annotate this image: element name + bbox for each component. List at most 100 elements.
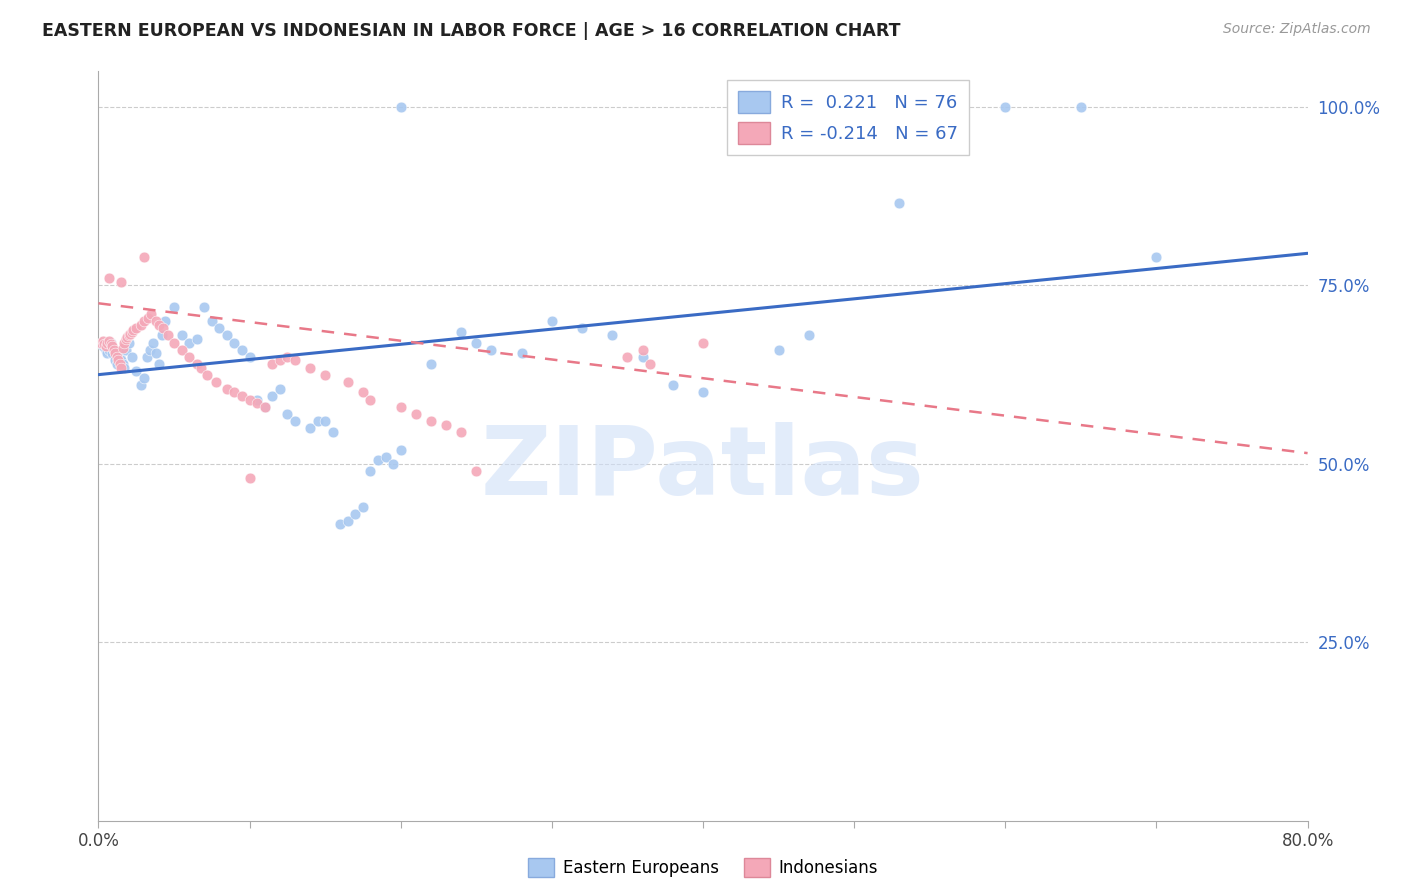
Point — [170, 328, 193, 343]
Point — [276, 350, 298, 364]
Point — [246, 396, 269, 410]
Point — [145, 346, 167, 360]
Point — [239, 350, 262, 364]
Point — [276, 407, 298, 421]
Point — [389, 400, 412, 414]
Point — [616, 350, 638, 364]
Point — [103, 343, 125, 357]
Text: EASTERN EUROPEAN VS INDONESIAN IN LABOR FORCE | AGE > 16 CORRELATION CHART: EASTERN EUROPEAN VS INDONESIAN IN LABOR … — [42, 22, 901, 40]
Point — [360, 464, 382, 478]
Point — [108, 357, 131, 371]
Point — [121, 325, 143, 339]
Point — [307, 414, 329, 428]
Point — [299, 360, 322, 375]
Point — [389, 100, 412, 114]
Point — [132, 371, 155, 385]
Point — [253, 400, 276, 414]
Point — [269, 382, 291, 396]
Point — [269, 353, 291, 368]
Point — [100, 335, 122, 350]
Point — [118, 328, 141, 343]
Point — [336, 514, 359, 528]
Point — [336, 375, 359, 389]
Text: ZIPatlas: ZIPatlas — [481, 422, 925, 515]
Point — [284, 353, 307, 368]
Point — [420, 414, 443, 428]
Point — [114, 332, 136, 346]
Legend: Eastern Europeans, Indonesians: Eastern Europeans, Indonesians — [522, 851, 884, 884]
Point — [692, 335, 714, 350]
Point — [571, 321, 593, 335]
Point — [110, 353, 132, 368]
Point — [112, 360, 135, 375]
Point — [465, 335, 488, 350]
Point — [382, 457, 405, 471]
Point — [142, 335, 165, 350]
Point — [115, 330, 138, 344]
Point — [540, 314, 562, 328]
Point — [224, 335, 246, 350]
Point — [239, 471, 262, 485]
Point — [329, 517, 352, 532]
Point — [262, 389, 284, 403]
Point — [510, 346, 533, 360]
Point — [110, 360, 132, 375]
Point — [108, 350, 131, 364]
Point — [314, 414, 336, 428]
Point — [661, 378, 683, 392]
Point — [104, 346, 127, 360]
Point — [186, 332, 208, 346]
Point — [129, 378, 152, 392]
Legend: R =  0.221   N = 76, R = -0.214   N = 67: R = 0.221 N = 76, R = -0.214 N = 67 — [727, 80, 969, 155]
Point — [352, 500, 374, 514]
Point — [1070, 100, 1092, 114]
Point — [96, 335, 118, 350]
Point — [111, 341, 134, 355]
Point — [420, 357, 443, 371]
Point — [631, 343, 654, 357]
Point — [135, 350, 157, 364]
Point — [768, 343, 790, 357]
Point — [231, 343, 253, 357]
Point — [107, 353, 129, 368]
Point — [94, 343, 117, 357]
Point — [631, 350, 654, 364]
Point — [179, 350, 201, 364]
Point — [195, 368, 218, 382]
Point — [120, 326, 142, 341]
Point — [208, 321, 231, 335]
Point — [141, 307, 163, 321]
Point — [231, 389, 253, 403]
Point — [481, 343, 503, 357]
Point — [450, 425, 472, 439]
Point — [121, 350, 143, 364]
Point — [105, 350, 128, 364]
Point — [253, 400, 276, 414]
Point — [797, 328, 820, 343]
Point — [91, 334, 114, 348]
Point — [205, 375, 228, 389]
Point — [322, 425, 344, 439]
Point — [125, 364, 148, 378]
Point — [152, 321, 174, 335]
Point — [374, 450, 396, 464]
Point — [98, 271, 121, 285]
Point — [186, 357, 208, 371]
Point — [889, 196, 911, 211]
Point — [299, 421, 322, 435]
Point — [465, 464, 488, 478]
Point — [153, 314, 176, 328]
Point — [101, 346, 124, 360]
Point — [114, 343, 136, 357]
Point — [91, 339, 114, 353]
Point — [145, 314, 167, 328]
Text: Source: ZipAtlas.com: Source: ZipAtlas.com — [1223, 22, 1371, 37]
Point — [107, 346, 129, 360]
Point — [118, 335, 141, 350]
Point — [201, 314, 224, 328]
Point — [105, 357, 128, 371]
Point — [389, 442, 412, 457]
Point — [450, 325, 472, 339]
Point — [132, 314, 155, 328]
Point — [692, 385, 714, 400]
